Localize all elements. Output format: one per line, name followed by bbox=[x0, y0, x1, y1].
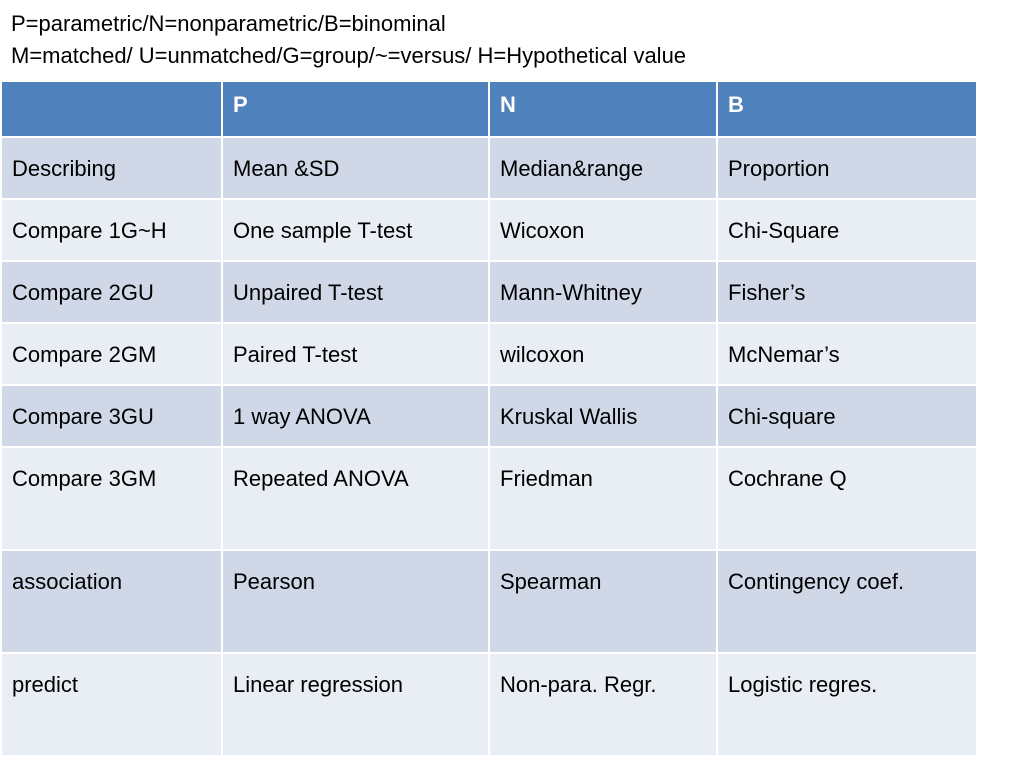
abbreviation-legend: P=parametric/N=nonparametric/B=binominal… bbox=[11, 8, 686, 72]
row-label: Compare 2GM bbox=[0, 322, 223, 386]
table-cell: wilcoxon bbox=[488, 322, 718, 386]
table-cell: Kruskal Wallis bbox=[488, 384, 718, 448]
table-cell: Unpaired T-test bbox=[221, 260, 490, 324]
table-header-row: P N B bbox=[0, 80, 978, 138]
table-cell: One sample T-test bbox=[221, 198, 490, 262]
table-cell: Chi-Square bbox=[716, 198, 978, 262]
table-row: Compare 2GM Paired T-test wilcoxon McNem… bbox=[0, 322, 978, 386]
row-label: Compare 3GU bbox=[0, 384, 223, 448]
table-row: Compare 3GM Repeated ANOVA Friedman Coch… bbox=[0, 446, 978, 551]
table-cell: Pearson bbox=[221, 549, 490, 654]
table-row: predict Linear regression Non-para. Regr… bbox=[0, 652, 978, 757]
table-cell: Contingency coef. bbox=[716, 549, 978, 654]
table-cell: Mean &SD bbox=[221, 136, 490, 200]
table-cell: Cochrane Q bbox=[716, 446, 978, 551]
table-cell: Chi-square bbox=[716, 384, 978, 448]
table-row: Compare 1G~H One sample T-test Wicoxon C… bbox=[0, 198, 978, 262]
header-cell-parametric: P bbox=[221, 80, 490, 138]
statistical-methods-table: P N B Describing Mean &SD Median&range P… bbox=[0, 80, 978, 757]
table-cell: Linear regression bbox=[221, 652, 490, 757]
table-cell: Wicoxon bbox=[488, 198, 718, 262]
table-cell: 1 way ANOVA bbox=[221, 384, 490, 448]
table-row: Compare 2GU Unpaired T-test Mann-Whitney… bbox=[0, 260, 978, 324]
legend-line-2: M=matched/ U=unmatched/G=group/~=versus/… bbox=[11, 43, 687, 68]
row-label: Compare 1G~H bbox=[0, 198, 223, 262]
table-cell: Spearman bbox=[488, 549, 718, 654]
row-label: predict bbox=[0, 652, 223, 757]
table-cell: Repeated ANOVA bbox=[221, 446, 490, 551]
header-cell-nonparametric: N bbox=[488, 80, 718, 138]
table-cell: Friedman bbox=[488, 446, 718, 551]
header-cell-blank bbox=[0, 80, 223, 138]
header-cell-binominal: B bbox=[716, 80, 978, 138]
table-cell: Non-para. Regr. bbox=[488, 652, 718, 757]
table-row: Describing Mean &SD Median&range Proport… bbox=[0, 136, 978, 200]
row-label: Compare 2GU bbox=[0, 260, 223, 324]
table-row: Compare 3GU 1 way ANOVA Kruskal Wallis C… bbox=[0, 384, 978, 448]
table-cell: Logistic regres. bbox=[716, 652, 978, 757]
row-label: association bbox=[0, 549, 223, 654]
table-cell: Proportion bbox=[716, 136, 978, 200]
table-cell: Mann-Whitney bbox=[488, 260, 718, 324]
table-cell: Median&range bbox=[488, 136, 718, 200]
legend-line-1: P=parametric/N=nonparametric/B=binominal bbox=[11, 11, 446, 36]
table-row: association Pearson Spearman Contingency… bbox=[0, 549, 978, 654]
table-cell: McNemar’s bbox=[716, 322, 978, 386]
row-label: Describing bbox=[0, 136, 223, 200]
table-cell: Fisher’s bbox=[716, 260, 978, 324]
row-label: Compare 3GM bbox=[0, 446, 223, 551]
table-cell: Paired T-test bbox=[221, 322, 490, 386]
